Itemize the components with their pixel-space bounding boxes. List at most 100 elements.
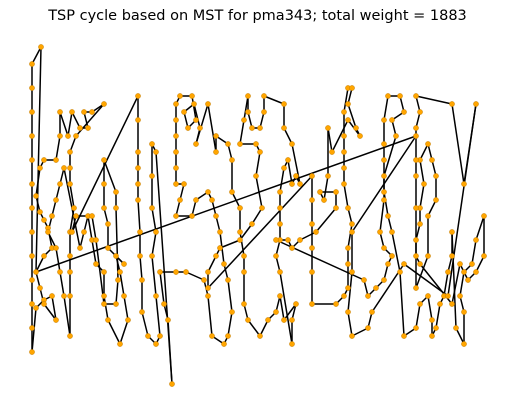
tour-nodes (29, 44, 487, 387)
tour-node (225, 333, 231, 339)
tour-node (71, 205, 77, 211)
tour-node (105, 245, 111, 251)
tour-node (353, 125, 359, 131)
tour-node (413, 173, 419, 179)
tour-node (53, 245, 59, 251)
tour-edge (43, 303, 57, 321)
tour-node (213, 149, 219, 155)
tour-node (253, 173, 259, 179)
tour-node (29, 325, 35, 331)
tour-node (101, 293, 107, 299)
tour-node (449, 229, 455, 235)
tour-edge (451, 263, 461, 305)
tour-node (417, 261, 423, 267)
tour-node (341, 293, 347, 299)
tour-node (429, 157, 435, 163)
tour-node (297, 181, 303, 187)
tour-node (437, 301, 443, 307)
tour-node (153, 149, 159, 155)
tour-node (325, 125, 331, 131)
tour-node (245, 93, 251, 99)
tour-node (281, 101, 287, 107)
tour-node (67, 181, 73, 187)
tour-node (349, 221, 355, 227)
tour-node (217, 229, 223, 235)
tour-node (101, 269, 107, 275)
tour-edge (159, 271, 165, 305)
tour-edge (51, 295, 57, 321)
tour-node (217, 245, 223, 251)
tour-edge (243, 95, 249, 121)
tour-node (413, 237, 419, 243)
tour-edge (87, 215, 93, 241)
tour-node (229, 309, 235, 315)
tour-node (417, 221, 423, 227)
tour-node (113, 205, 119, 211)
tour-node (237, 237, 243, 243)
tour-node (137, 253, 143, 259)
tour-node (381, 173, 387, 179)
tour-node (135, 181, 141, 187)
tour-edge (279, 271, 293, 345)
tour-edge (447, 103, 477, 297)
tour-node (237, 141, 243, 147)
tour-node (345, 101, 351, 107)
tour-node (389, 229, 395, 235)
tour-node (77, 245, 83, 251)
tour-node (205, 269, 211, 275)
tour-node (357, 133, 363, 139)
tour-edge (343, 183, 349, 209)
tour-node (201, 277, 207, 283)
tour-node (413, 205, 419, 211)
tour-node (33, 269, 39, 275)
tour-node (481, 213, 487, 219)
tour-node (89, 109, 95, 115)
tour-edge (415, 303, 421, 329)
tour-node (135, 93, 141, 99)
tour-node (257, 125, 263, 131)
tour-node (121, 293, 127, 299)
tour-node (385, 213, 391, 219)
tour-edge (383, 95, 389, 121)
tour-node (29, 61, 35, 67)
tour-edge (195, 103, 209, 145)
tour-node (181, 181, 187, 187)
tour-node (253, 141, 259, 147)
tour-node (89, 213, 95, 219)
tour-edge (283, 127, 293, 145)
tour-node (183, 269, 189, 275)
tour-node (281, 317, 287, 323)
tour-edge (399, 271, 405, 337)
tour-node (381, 189, 387, 195)
tour-edge (207, 103, 217, 153)
tour-node (309, 301, 315, 307)
tour-node (381, 277, 387, 283)
tour-edge (247, 319, 261, 337)
tour-edge (419, 159, 425, 185)
tour-node (49, 293, 55, 299)
tour-edge (219, 239, 241, 249)
tour-node (61, 293, 67, 299)
tour-node (417, 301, 423, 307)
tour-node (449, 301, 455, 307)
tour-node (245, 317, 251, 323)
tour-node (289, 341, 295, 347)
tour-node (249, 221, 255, 227)
tour-node (149, 173, 155, 179)
tour-node (157, 269, 163, 275)
tour-node (185, 125, 191, 131)
tour-edge (383, 191, 389, 217)
tour-node (309, 269, 315, 275)
tour-edge (263, 95, 285, 105)
tour-node (413, 133, 419, 139)
tour-node (433, 197, 439, 203)
tour-node (277, 269, 283, 275)
tour-node (413, 93, 419, 99)
tour-node (205, 101, 211, 107)
tour-edge (123, 295, 129, 321)
tour-node (341, 149, 347, 155)
tour-node (115, 277, 121, 283)
tour-node (173, 269, 179, 275)
tour-node (29, 229, 35, 235)
tour-edge (227, 311, 233, 337)
